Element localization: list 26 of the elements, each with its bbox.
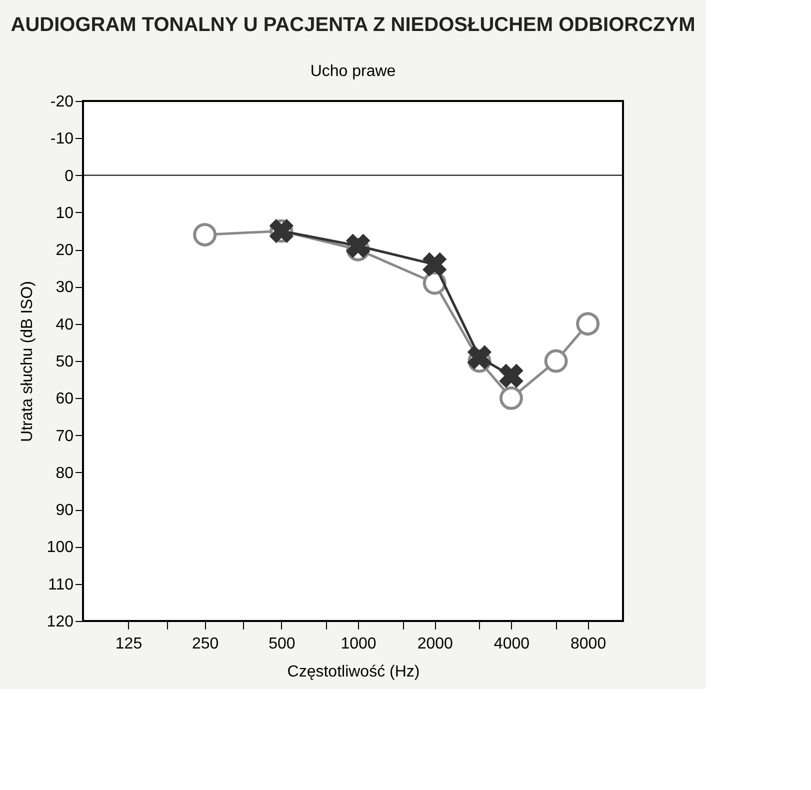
x-tick-label: 500 — [268, 636, 296, 652]
y-tick-label: 50 — [56, 354, 74, 370]
x-tick-label: 250 — [192, 636, 219, 652]
y-tick-label: 60 — [56, 390, 74, 408]
y-tick-label: 0 — [64, 168, 74, 185]
x-tick-label: 8000 — [570, 636, 606, 652]
y-tick-label: 90 — [56, 502, 74, 520]
x-tick-label: 2000 — [417, 636, 454, 652]
x-tick-label: 1000 — [340, 636, 376, 652]
y-tick-label: 70 — [56, 428, 74, 445]
y-tick-label: 120 — [46, 614, 74, 630]
chart-title: AUDIOGRAM TONALNY U PACJENTA Z NIEDOSŁUCHEM ODBIORCZYM — [10, 14, 696, 36]
y-tick-label: 10 — [56, 204, 74, 222]
x-tick-label: 125 — [115, 636, 142, 652]
y-tick-label: 110 — [48, 576, 74, 594]
y-tick-label: 20 — [56, 242, 74, 260]
y-tick-label: -20 — [50, 94, 74, 110]
y-tick-label: 40 — [56, 316, 74, 334]
y-tick-label: -10 — [50, 130, 74, 148]
x-tick-label: 4000 — [494, 636, 530, 652]
y-tick-label: 30 — [56, 279, 74, 296]
y-tick-label: 80 — [56, 464, 74, 482]
y-tick-label: 100 — [46, 539, 74, 556]
chart-subtitle: Ucho prawe — [310, 63, 396, 80]
x-axis-title: Częstotliwość (Hz) — [287, 664, 420, 680]
y-axis-title: Utrata słuchu (dB ISO) — [18, 281, 36, 442]
